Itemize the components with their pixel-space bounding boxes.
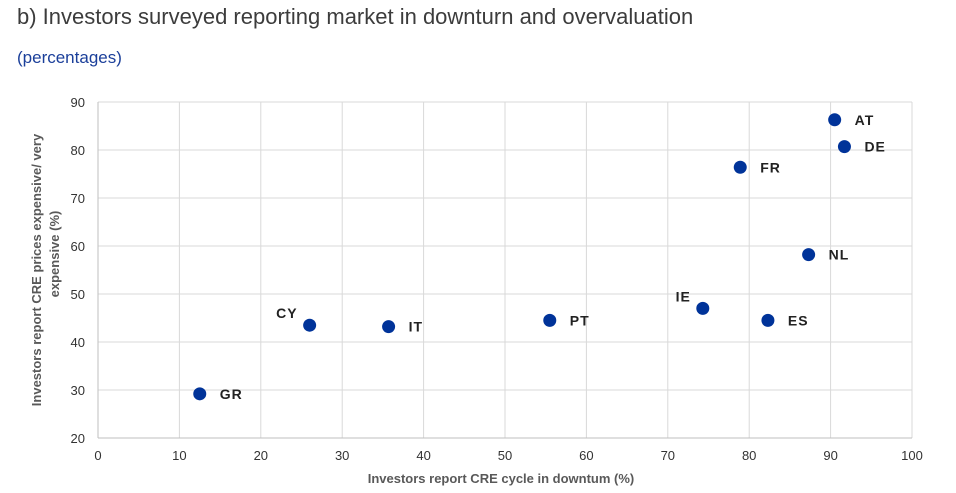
- x-tick-label-10: 100: [901, 448, 923, 463]
- x-tick-label-2: 20: [254, 448, 268, 463]
- y-tick-labels: 20 30 40 50 60 70 80 90: [71, 95, 85, 446]
- point-label-ie: IE: [676, 288, 691, 304]
- point-fr: [733, 160, 747, 174]
- y-tick-label-0: 20: [71, 431, 85, 446]
- point-label-cy: CY: [276, 305, 297, 321]
- point-es: [761, 313, 775, 327]
- point-label-fr: FR: [760, 159, 781, 175]
- point-it: [382, 320, 396, 334]
- point-de: [837, 140, 851, 154]
- point-nl: [802, 248, 816, 262]
- point-gr: [193, 387, 207, 401]
- grid-lines: [97, 101, 913, 439]
- y-tick-label-3: 50: [71, 287, 85, 302]
- y-tick-label-2: 40: [71, 335, 85, 350]
- chart-subtitle: (percentages): [17, 48, 122, 67]
- x-tick-label-4: 40: [416, 448, 430, 463]
- y-axis-label-line2: expensive (%): [47, 211, 62, 298]
- point-label-de: DE: [864, 139, 885, 155]
- x-tick-label-1: 10: [172, 448, 186, 463]
- y-tick-label-1: 30: [71, 383, 85, 398]
- x-tick-label-6: 60: [579, 448, 593, 463]
- y-tick-label-4: 60: [71, 239, 85, 254]
- x-tick-label-5: 50: [498, 448, 512, 463]
- point-label-nl: NL: [829, 247, 850, 263]
- chart-title: b) Investors surveyed reporting market i…: [17, 4, 694, 29]
- x-axis-label: Investors report CRE cycle in downtum (%…: [368, 471, 635, 486]
- point-label-it: IT: [409, 319, 423, 335]
- x-tick-labels: 0 10 20 30 40 50 60 70 80 90 100: [94, 448, 922, 463]
- y-tick-label-5: 70: [71, 191, 85, 206]
- point-label-pt: PT: [570, 312, 590, 328]
- point-label-es: ES: [788, 312, 809, 328]
- x-tick-label-7: 70: [661, 448, 675, 463]
- point-ie: [696, 301, 710, 315]
- point-label-at: AT: [855, 112, 875, 128]
- x-tick-label-0: 0: [94, 448, 101, 463]
- point-pt: [543, 313, 557, 327]
- y-tick-label-6: 80: [71, 143, 85, 158]
- y-tick-label-7: 90: [71, 95, 85, 110]
- point-label-gr: GR: [220, 386, 243, 402]
- y-axis-label-line1: Investors report CRE prices expensive/ v…: [29, 133, 44, 406]
- x-tick-label-8: 80: [742, 448, 756, 463]
- data-points: GR CY IT PT IE ES FR NL AT DE: [193, 112, 885, 402]
- x-tick-label-3: 30: [335, 448, 349, 463]
- point-at: [828, 113, 842, 127]
- x-tick-label-9: 90: [823, 448, 837, 463]
- point-cy: [303, 318, 317, 332]
